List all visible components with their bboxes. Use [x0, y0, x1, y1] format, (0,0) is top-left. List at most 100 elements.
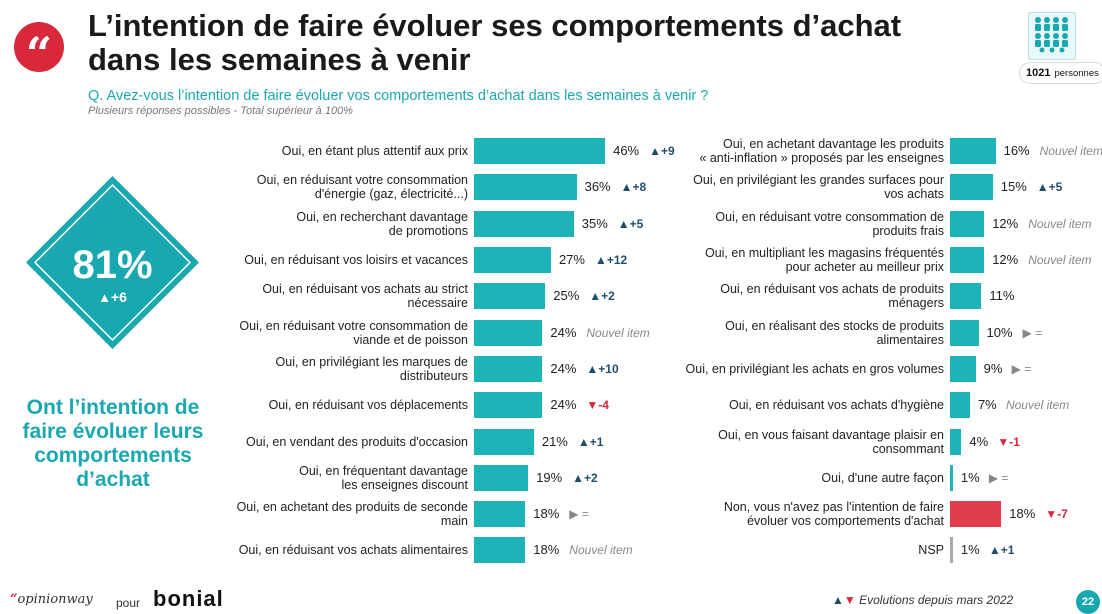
bar-label-line: consommant — [872, 441, 944, 456]
bar — [474, 392, 543, 419]
evolution-value: +12 — [606, 253, 628, 268]
bar-label-line: Oui, en vendant des produits d'occasion — [246, 434, 468, 449]
evolution-value: -4 — [598, 398, 609, 413]
evolution-marker: ▼-1 — [997, 434, 1020, 450]
bar-value-label: 7% — [977, 397, 997, 413]
evolution-value: +2 — [584, 470, 598, 485]
evolution-value: Nouvel item — [1028, 216, 1092, 231]
bar-value-label: 9% — [983, 360, 1003, 376]
evolution-marker: Nouvel item — [1028, 252, 1091, 268]
caption-line: Ont l’intention de — [26, 396, 200, 419]
bar — [474, 319, 543, 346]
bar-label-line: Oui, en réduisant votre consommation de — [239, 318, 468, 333]
bar-value-label: 12% — [992, 215, 1019, 231]
page-number: 22 — [1076, 590, 1100, 614]
headline-caption: Ont l’intention de faire évoluer leurs c… — [8, 396, 218, 492]
bar-label: Oui, en privilégiant les marques de distr… — [148, 355, 468, 383]
triangle-up-icon: ▲ — [649, 144, 661, 159]
bar-label: Oui, en réduisant vos loisirs et vacance… — [148, 253, 468, 267]
bar-label-line: main — [440, 514, 468, 529]
bar — [474, 283, 546, 310]
evolution-value: +5 — [629, 216, 644, 231]
bar-value-label: 24% — [550, 324, 577, 340]
bar-label-line: Oui, en recherchant davantage — [296, 209, 468, 224]
bar — [950, 355, 976, 382]
evolution-marker: ▲+2 — [572, 470, 598, 486]
sample-size-badge: 1021 personnes — [1020, 63, 1102, 83]
sample-count: 1021 — [1026, 67, 1051, 79]
triangle-down-icon: ▼ — [843, 593, 856, 607]
bar-label-line: d'énergie (gaz, électricité...) — [314, 187, 468, 202]
evolution-marker: ▲+1 — [578, 434, 604, 450]
bar-label: Oui, en réduisant vos achats de produits… — [624, 282, 944, 310]
bar-label: Oui, en recherchant davantage de promotio… — [148, 210, 468, 238]
bar — [950, 319, 979, 346]
survey-note: Plusieurs réponses possibles - Total sup… — [88, 105, 353, 117]
evolution-marker: ▲+9 — [649, 143, 675, 159]
evolution-marker: ▶ = — [989, 470, 1009, 486]
triangle-up-icon: ▲ — [617, 216, 630, 231]
bar-value-label: 18% — [533, 506, 560, 522]
evolution-marker: Nouvel item — [586, 325, 649, 341]
bar-label-line: viande et de poisson — [353, 332, 468, 347]
evolution-value: +1 — [1000, 543, 1015, 558]
bar — [950, 428, 962, 455]
bar-value-label: 15% — [1000, 179, 1027, 195]
evolution-value: Nouvel item — [1028, 253, 1092, 268]
bar-label: NSP — [624, 543, 944, 557]
bar-value-label: 16% — [1003, 143, 1030, 159]
bar-label: Non, vous n'avez pas l'intention de fair… — [624, 500, 944, 528]
evolution-marker: ▼-7 — [1045, 506, 1068, 522]
triangle-up-icon: ▲ — [572, 470, 585, 485]
evolution-value: Nouvel item — [569, 543, 633, 558]
triangle-up-icon: ▲ — [98, 290, 111, 305]
bar-label: Oui, en achetant davantage les produits «… — [624, 137, 944, 165]
bar — [950, 247, 985, 274]
bar-label-line: Oui, en multipliant les magasins fréquen… — [704, 246, 944, 261]
evolution-marker: Nouvel item — [1006, 397, 1069, 413]
bar — [950, 537, 953, 564]
bar-label-line: Oui, en étant plus attentif aux prix — [281, 144, 468, 159]
evolution-marker: ▲+5 — [1037, 179, 1063, 195]
evolution-value: +5 — [1048, 180, 1063, 195]
bar-label-line: Oui, en réduisant votre consommation de — [715, 209, 944, 224]
caption-line: d’achat — [76, 468, 150, 491]
survey-question: Q. Avez-vous l’intention de faire évolue… — [88, 88, 709, 104]
evolution-marker: ▲+1 — [989, 542, 1015, 558]
bar-value-label: 12% — [992, 252, 1019, 268]
sample-unit: personnes — [1054, 67, 1099, 79]
triangle-right-icon: ▶ — [988, 470, 1002, 485]
quote-icon: “ — [14, 22, 64, 77]
bar-label-line: évoluer vos comportements d'achat — [747, 514, 944, 529]
bar-value-label: 21% — [541, 433, 568, 449]
bar — [474, 210, 574, 237]
bar — [474, 464, 529, 491]
bar-label: Oui, en réduisant votre consommation d'én… — [148, 173, 468, 201]
evolution-value: +1 — [589, 434, 604, 449]
bar — [950, 501, 1002, 528]
evolution-marker: Nouvel item — [1028, 216, 1091, 232]
bar-label-line: Oui, en réduisant votre consommation — [256, 173, 468, 188]
bar-label-line: Oui, en achetant des produits de seconde — [236, 500, 468, 515]
evolution-value: +10 — [598, 361, 619, 376]
bar-label-line: Oui, en réduisant vos achats au strict — [262, 282, 468, 297]
evolution-value: +8 — [632, 180, 647, 195]
triangle-down-icon: ▼ — [997, 434, 1010, 449]
bar-label-line: distributeurs — [399, 368, 468, 383]
triangle-down-icon: ▼ — [586, 398, 599, 413]
bar-value-label: 4% — [969, 433, 989, 449]
bar — [474, 428, 534, 455]
bar-label: Oui, en réduisant votre consommation de v… — [148, 319, 468, 347]
evolution-marker: Nouvel item — [1040, 143, 1102, 159]
bar — [474, 174, 577, 201]
bar-label-line: NSP — [918, 543, 944, 558]
bar — [474, 355, 543, 382]
bar-label-line: Oui, en réalisant des stocks de produits — [725, 318, 944, 333]
title-line: dans les semaines à venir — [88, 42, 471, 77]
bar-label-line: Oui, en réduisant vos achats de produits — [720, 282, 944, 297]
headline-value: 81% — [72, 243, 153, 287]
evolution-marker: ▼-4 — [586, 397, 609, 413]
bar-value-label: 18% — [1009, 506, 1036, 522]
bar-label: Oui, en réalisant des stocks de produits… — [624, 319, 944, 347]
bar — [474, 501, 526, 528]
